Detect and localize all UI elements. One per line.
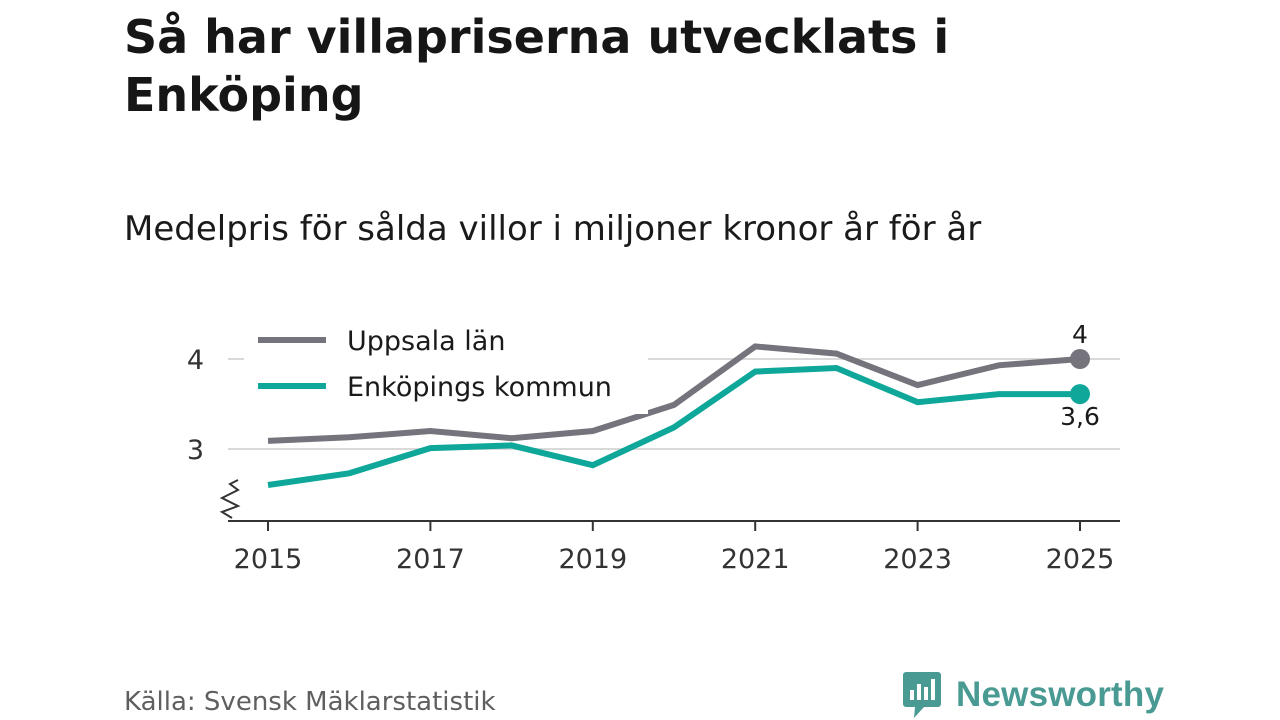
- end-label-0: 4: [1072, 320, 1088, 349]
- legend: Uppsala län Enköpings kommun: [244, 314, 648, 414]
- y-axis-ticks: 34: [187, 345, 241, 519]
- legend-background: [244, 314, 648, 414]
- legend-label-1: Enköpings kommun: [347, 372, 612, 403]
- line-chart: 34 2015 2017 2019 2021 2023 2025 Uppsala länE…: [186, 314, 1120, 575]
- end-labels: 43,6: [1060, 320, 1100, 431]
- axis-break-icon: [219, 479, 241, 519]
- brand[interactable]: Newsworthy: [902, 670, 1164, 720]
- end-label-1: 3,6: [1060, 402, 1100, 431]
- newsworthy-logo-icon: [903, 672, 941, 718]
- x-tick-label-2025: 2025: [1046, 544, 1115, 575]
- brand-name: Newsworthy: [956, 675, 1165, 714]
- series-line-uppsala: [267, 343, 1081, 444]
- x-tick-label-2023: 2023: [883, 544, 952, 575]
- legend-label-0: Uppsala län: [347, 326, 505, 357]
- series-lines: [267, 343, 1081, 488]
- y-tick-label-3: 3: [187, 435, 204, 466]
- x-tick-label-2015: 2015: [234, 544, 303, 575]
- end-point-1: [1070, 384, 1090, 405]
- series-line-enkoping: [267, 364, 1080, 488]
- x-axis: 2015 2017 2019 2021 2023 2025: [228, 520, 1120, 575]
- y-tick-label-4: 4: [187, 345, 204, 376]
- x-tick-label-2017: 2017: [396, 544, 465, 575]
- chart-subtitle: Medelpris för sålda villor i miljoner kr…: [124, 209, 982, 249]
- end-point-0: [1070, 349, 1090, 369]
- x-tick-label-2021: 2021: [721, 544, 790, 575]
- chart-title: Så har villapriserna utvecklats i Enköpi…: [124, 10, 950, 122]
- x-tick-label-2019: 2019: [558, 544, 627, 575]
- source-note: Källa: Svensk Mäklarstatistik: [124, 687, 496, 717]
